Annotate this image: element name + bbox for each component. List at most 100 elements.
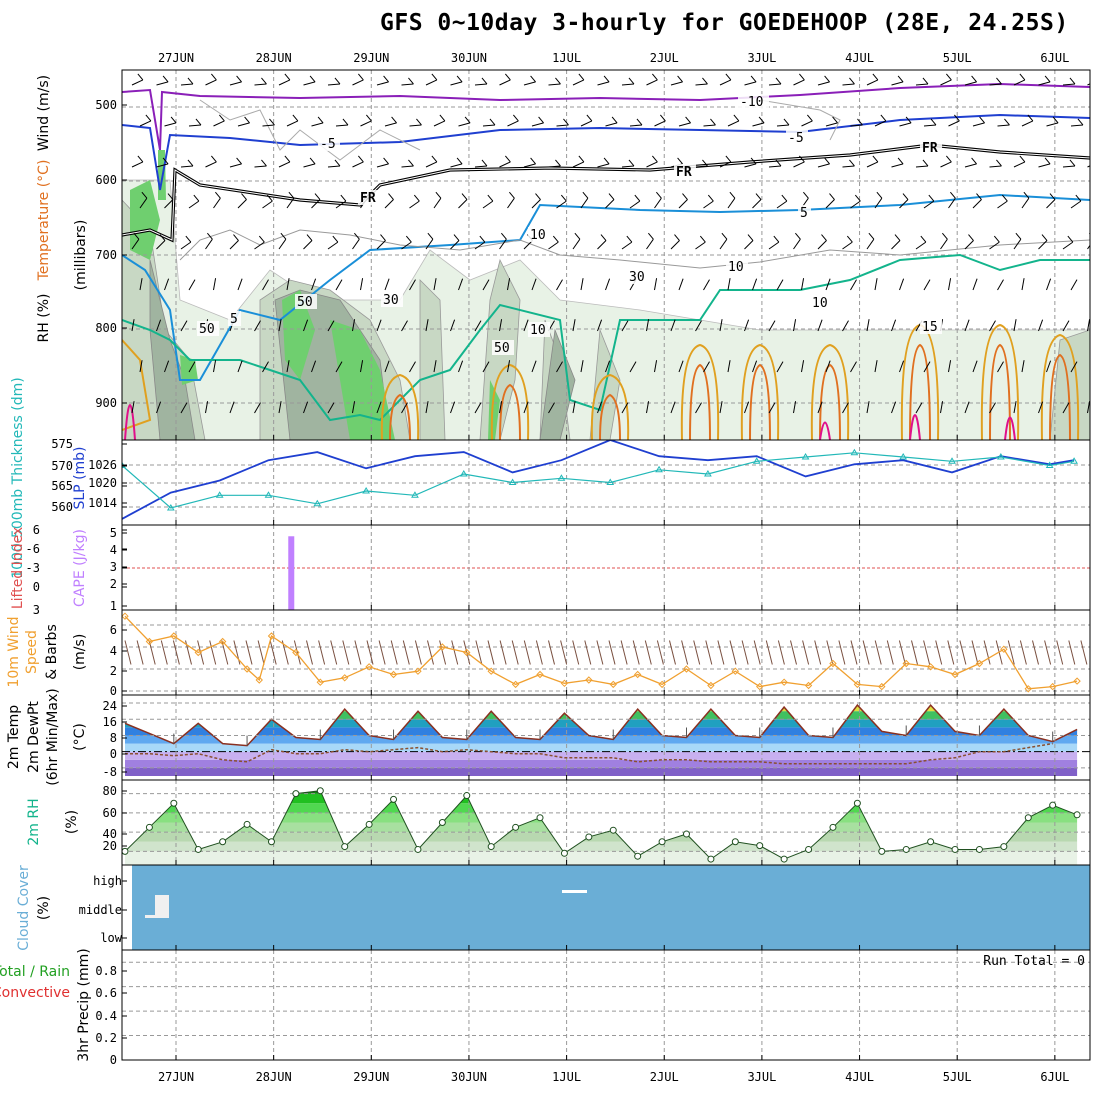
wind-barb xyxy=(409,200,420,209)
wind-barb xyxy=(556,361,563,373)
rh-band xyxy=(125,790,1078,794)
rh-marker xyxy=(512,823,520,831)
slp-panel xyxy=(122,440,1090,525)
rh-marker xyxy=(219,838,227,846)
temp-band xyxy=(125,767,1078,776)
wind-barb xyxy=(409,279,416,291)
wind-barb-flag xyxy=(733,114,740,122)
wind-barb xyxy=(376,81,389,86)
wind-barb xyxy=(1021,360,1025,373)
precip-panel: Run Total = 0 xyxy=(122,950,1090,1060)
wind-barb xyxy=(1087,401,1090,414)
ylabel-2m-dewpt: 2m DewPt xyxy=(26,701,42,773)
wind-barb xyxy=(899,278,905,291)
rh-green-area xyxy=(130,180,160,260)
wind-barb xyxy=(254,83,267,86)
wind-barb xyxy=(850,361,857,373)
wind-barb xyxy=(131,319,135,332)
wind-barb xyxy=(744,401,750,414)
wind-barb xyxy=(327,83,340,86)
wind-barb-flag xyxy=(626,235,633,243)
wind-barb xyxy=(695,83,708,86)
wind-barb-flag xyxy=(413,194,420,202)
wind-barb-flag xyxy=(682,193,688,200)
wind-barb-flag xyxy=(729,191,736,199)
wind-barb-flag xyxy=(244,116,250,124)
x-day-label-bottom: 2JUL xyxy=(650,1070,679,1084)
temp-contour-10 xyxy=(122,253,1090,422)
rh-contour-thin xyxy=(199,99,421,161)
wind-barb xyxy=(262,200,273,209)
wind-barb xyxy=(433,360,437,373)
temp-contour-minus10 xyxy=(122,82,1090,151)
wind-barb-flag xyxy=(342,118,349,126)
wind-barb-flag xyxy=(1077,118,1084,126)
wind-barb xyxy=(303,163,316,168)
rh-marker xyxy=(609,826,617,834)
surface-wind-barb xyxy=(935,640,943,665)
wind-barb xyxy=(1087,165,1090,168)
wind-barb xyxy=(727,360,731,373)
contour-label: 50 xyxy=(494,341,510,356)
wind-barb-flag xyxy=(894,234,901,241)
wind-barb xyxy=(972,278,978,291)
ylabel-minmax: (6hr Min/Max) xyxy=(45,688,61,785)
y-tick-cape: 4 xyxy=(110,543,117,557)
contour-label-bg xyxy=(627,269,649,284)
wind-barb xyxy=(278,161,291,168)
y-tick-li: 6 xyxy=(33,523,40,537)
rh-marker xyxy=(267,838,275,846)
wind-barb xyxy=(915,165,928,168)
wind-barb xyxy=(915,402,923,414)
wind-barb xyxy=(1038,81,1051,86)
wind-barb-flag xyxy=(309,75,316,83)
wind-barb-flag xyxy=(628,77,635,85)
wind-barb xyxy=(744,319,750,332)
wind-barb-flag xyxy=(725,155,732,163)
surface-wind-barb xyxy=(378,640,386,665)
wind-barb-flag xyxy=(334,77,341,85)
contour-label: 30 xyxy=(383,293,399,308)
wind-barb-flag xyxy=(461,193,468,200)
wind-barb-flag xyxy=(353,232,360,240)
temp-contour-15a xyxy=(122,339,152,431)
surface-wind-barb xyxy=(838,640,846,665)
surface-wind-barb xyxy=(172,640,180,665)
wind-barb xyxy=(213,278,217,291)
wind-barb-flag xyxy=(702,159,708,167)
wind-barb-flag xyxy=(651,155,658,163)
wind-barb xyxy=(768,165,781,168)
chart-title: GFS 0~10day 3-hourly for GOEDEHOOP (28E,… xyxy=(380,10,1069,36)
wind-barb-flag xyxy=(269,118,275,126)
contour-label: 10 xyxy=(530,323,546,338)
wind-barb xyxy=(237,278,243,291)
wind-barb xyxy=(474,320,482,332)
ylabel-rh-units: (%) xyxy=(64,810,80,834)
x-day-label-top: 3JUL xyxy=(747,51,776,65)
y-tick-thickness: 565 xyxy=(51,479,73,493)
temp-band xyxy=(125,759,1078,768)
wind-barb xyxy=(401,320,408,332)
wind-barb xyxy=(752,360,758,373)
wind-barb-flag xyxy=(365,114,372,122)
wind-barb-flag xyxy=(489,118,496,126)
wind-barb-flag xyxy=(634,194,641,202)
wind-speed-marker xyxy=(218,637,227,646)
surface-wind-barb xyxy=(656,640,664,665)
rh-band xyxy=(125,851,1078,865)
thickness-marker xyxy=(996,453,1005,460)
ylabel-rh: RH (%) xyxy=(36,294,52,343)
wind-barb xyxy=(286,360,290,373)
wind-barb-flag xyxy=(750,157,757,165)
rh-marker xyxy=(463,792,471,800)
wind-barb xyxy=(866,238,875,250)
temp-contour-20 xyxy=(909,343,931,440)
wind-barb xyxy=(474,402,482,414)
wind-barb xyxy=(703,124,716,127)
wind-speed-marker xyxy=(829,659,837,668)
wind-barb xyxy=(433,197,442,209)
wind-barb xyxy=(262,361,269,373)
surface-wind-barb xyxy=(765,640,773,665)
y-tick-thickness: 575 xyxy=(51,437,73,451)
